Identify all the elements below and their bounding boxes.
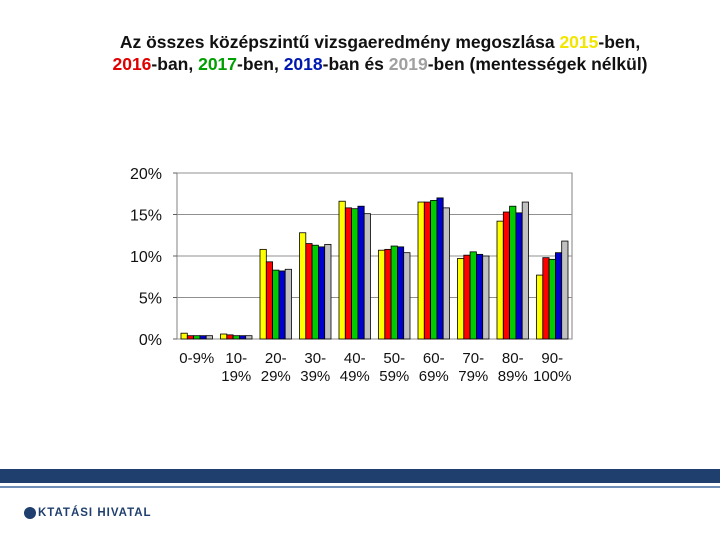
x-tick-label: 90-: [541, 350, 563, 367]
bar-2015-7: [457, 258, 465, 340]
title-segment: 2016: [112, 54, 152, 74]
x-tick-label: 30-: [304, 350, 326, 367]
bar-2019-6: [442, 207, 450, 340]
title-segment: 2018: [283, 54, 323, 74]
bar-2018-5: [396, 246, 405, 340]
bar-2016-7: [463, 254, 471, 340]
title-segment: -ban és: [322, 54, 389, 74]
bar-2016-6: [423, 201, 431, 340]
bar-2016-3: [305, 243, 313, 340]
bar-2018-7: [475, 253, 484, 340]
bar-2017-1: [232, 335, 240, 340]
x-tick-label: 39%: [300, 368, 330, 385]
bar-2015-8: [496, 220, 504, 340]
footer-bar: [0, 469, 720, 483]
x-tick-label: 89%: [498, 368, 528, 385]
x-tick-label: 49%: [340, 368, 370, 385]
bar-2015-6: [417, 201, 425, 340]
bar-2019-1: [245, 335, 253, 340]
bar-2018-2: [278, 270, 286, 340]
bar-2015-4: [338, 200, 346, 340]
footer-line: [0, 486, 720, 488]
title-segment: 2015: [559, 32, 599, 52]
bar-2018-0: [199, 335, 207, 340]
logo-text: KTATÁSI HIVATAL: [38, 507, 152, 519]
y-tick-label: 15%: [130, 208, 162, 225]
x-tick-label: 80-: [502, 350, 524, 367]
title-line-1: Az összes középszintű vizsgaeredmény meg…: [60, 31, 700, 53]
bar-2018-6: [436, 197, 444, 340]
y-tick-label: 0%: [139, 332, 162, 349]
bar-2017-3: [311, 244, 319, 340]
x-tick-label: 0-9%: [179, 350, 214, 367]
bar-2016-5: [384, 248, 392, 340]
x-tick-label: 20-: [265, 350, 287, 367]
x-tick-label: 100%: [533, 368, 571, 385]
x-tick-label: 59%: [379, 368, 409, 385]
x-tick-label: 29%: [261, 368, 291, 385]
bar-2019-5: [403, 252, 411, 340]
bar-2019-4: [363, 213, 371, 340]
bar-2017-4: [351, 208, 359, 340]
title-segment: -ben (mentességek nélkül): [427, 54, 648, 74]
y-tick-label: 5%: [139, 291, 162, 308]
bar-2016-2: [265, 261, 273, 340]
bar-2019-3: [324, 243, 332, 340]
bar-2017-9: [548, 258, 556, 340]
bar-2015-1: [220, 333, 228, 340]
x-tick-label: 79%: [458, 368, 488, 385]
title-line-2: 2016-ban, 2017-ben, 2018-ban és 2019-ben…: [60, 53, 700, 75]
bar-2018-1: [238, 335, 247, 340]
bar-2015-0: [180, 332, 188, 340]
x-tick-label: 50-: [383, 350, 405, 367]
bar-2017-2: [272, 269, 280, 340]
x-tick-label: 70-: [462, 350, 484, 367]
title-segment: 2019: [388, 54, 428, 74]
y-tick-label: 20%: [130, 166, 162, 183]
bar-2017-0: [193, 335, 201, 340]
bar-2016-9: [542, 257, 550, 340]
bar-2019-2: [284, 268, 292, 340]
logo-circle-icon: [24, 507, 36, 519]
title-segment: -ben,: [237, 54, 284, 74]
y-tick-label: 10%: [130, 249, 162, 266]
title-segment: -ben,: [598, 32, 641, 52]
bar-2019-0: [205, 335, 213, 340]
x-tick-label: 19%: [221, 368, 251, 385]
x-tick-label: 60-: [423, 350, 445, 367]
x-tick-label: 10-: [225, 350, 247, 367]
bar-2018-3: [317, 246, 326, 340]
bar-2017-7: [469, 251, 477, 340]
bar-2016-1: [226, 334, 234, 340]
bar-2015-3: [299, 232, 307, 340]
bar-2017-5: [390, 245, 398, 340]
bar-2018-4: [357, 205, 365, 340]
bar-2017-6: [430, 199, 438, 340]
bar-2015-5: [378, 249, 386, 340]
bar-2015-2: [259, 248, 267, 340]
oktatasi-hivatal-logo: KTATÁSI HIVATAL: [24, 504, 152, 522]
bar-2016-4: [344, 207, 352, 340]
bar-2017-8: [509, 205, 517, 340]
bar-2019-8: [521, 201, 529, 340]
bar-2018-9: [555, 252, 563, 340]
chart-title: Az összes középszintű vizsgaeredmény meg…: [60, 31, 700, 75]
title-segment: 2017: [198, 54, 238, 74]
bar-2016-8: [502, 211, 510, 340]
title-segment: -ban,: [151, 54, 199, 74]
bar-2019-7: [482, 255, 490, 340]
bar-2016-0: [186, 335, 195, 340]
x-tick-label: 69%: [419, 368, 449, 385]
bar-2019-9: [561, 240, 569, 340]
x-tick-label: 40-: [344, 350, 366, 367]
bar-2018-8: [515, 212, 523, 340]
bar-2015-9: [536, 274, 544, 340]
title-segment: Az összes középszintű vizsgaeredmény meg…: [119, 32, 560, 52]
bar-chart: 0% 5% 10% 15% 20% 0-9% 10-19% 20-29% 30-39% 40-49…: [130, 166, 573, 385]
